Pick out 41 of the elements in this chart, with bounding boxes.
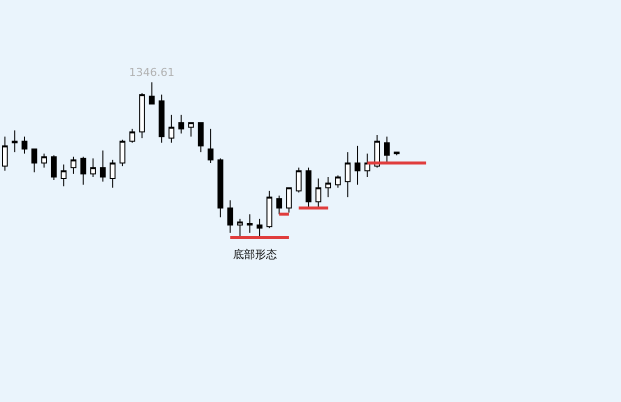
candlestick (344, 152, 351, 198)
candlestick (90, 158, 96, 178)
candlestick (198, 122, 204, 153)
candlestick (286, 187, 292, 214)
candlestick (22, 136, 28, 154)
candlestick (325, 176, 332, 198)
candlestick (110, 159, 116, 188)
candlestick (188, 122, 194, 138)
candlestick (139, 92, 145, 139)
annotation: 底部形态 (233, 248, 277, 261)
candlestick (70, 156, 76, 174)
candlestick (315, 178, 322, 208)
candlestick (129, 128, 136, 144)
candlestick (120, 139, 126, 167)
candlestick (100, 150, 106, 182)
candlestick (296, 167, 302, 193)
candlestick (148, 82, 155, 104)
candlestick (276, 195, 282, 215)
candlestick (374, 134, 380, 168)
candlestick (364, 153, 370, 178)
candlestick (384, 136, 390, 164)
candlestick (256, 218, 262, 238)
candlestick (266, 190, 272, 229)
candlestick (246, 214, 253, 234)
candlestick (217, 158, 224, 218)
candlestick (168, 114, 174, 144)
candlestick (354, 145, 360, 186)
candlestick (12, 130, 18, 153)
candlestick (158, 94, 165, 144)
candlestick (50, 154, 57, 181)
candlestick (335, 174, 341, 188)
candlestick (80, 156, 86, 186)
candlestick (227, 200, 234, 234)
candlestick (2, 136, 8, 172)
annotation: 1346.61 (129, 66, 174, 79)
candlestick (41, 153, 47, 168)
candlestick (60, 164, 67, 187)
candlestick (31, 148, 38, 173)
candlestick (237, 218, 243, 238)
candlestick (178, 114, 184, 134)
candlestick (208, 128, 214, 164)
